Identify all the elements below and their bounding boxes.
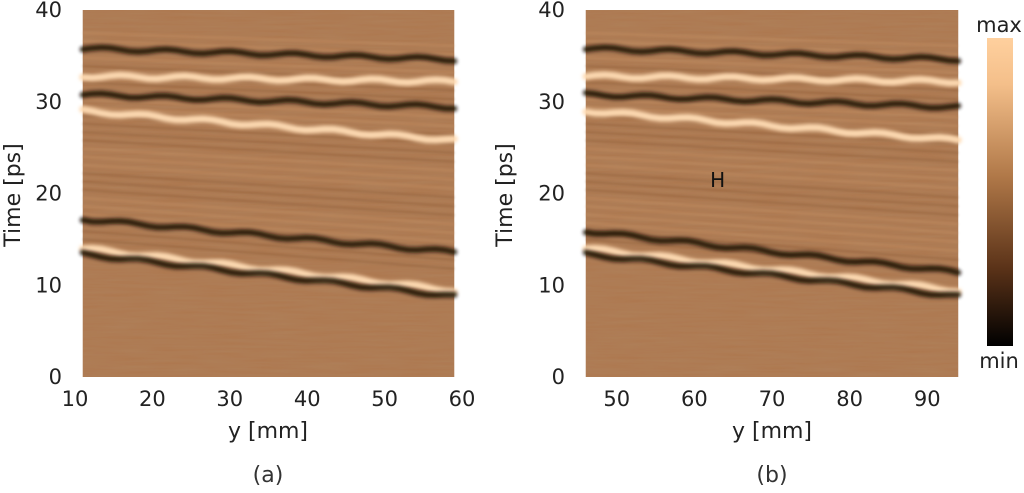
striation	[82, 32, 455, 47]
striation	[585, 197, 959, 225]
annotation-label: H	[710, 168, 725, 192]
x-tick-label: 50	[371, 387, 398, 411]
y-tick-label: 10	[538, 273, 565, 297]
y-tick-label: 40	[538, 0, 565, 22]
striation	[585, 156, 959, 181]
y-tick-label: 0	[552, 365, 565, 389]
bright-band	[582, 244, 962, 296]
x-tick-label: 90	[914, 387, 941, 411]
x-tick-label: 60	[681, 387, 708, 411]
y-tick-label: 0	[49, 365, 62, 389]
striation	[585, 139, 959, 163]
y-tick-label: 20	[538, 182, 565, 206]
striation	[585, 205, 959, 234]
striation	[585, 81, 959, 100]
y-tick-label: 30	[538, 90, 565, 114]
striation	[585, 98, 959, 118]
striation	[82, 123, 455, 145]
x-tick-label: 40	[294, 387, 321, 411]
colorbar-min-label: min	[979, 349, 1019, 373]
dark-band	[79, 90, 458, 112]
striation	[82, 238, 455, 270]
colorbar-gradient	[987, 38, 1013, 346]
striation	[82, 205, 455, 234]
bright-band	[582, 108, 962, 144]
striation	[585, 230, 959, 261]
panel-label-b: (b)	[756, 463, 787, 488]
colorbar-max-label: max	[976, 13, 1022, 37]
dark-band	[582, 249, 962, 299]
striation	[585, 213, 959, 243]
striation	[82, 147, 455, 172]
striation	[585, 222, 959, 252]
x-tick-label: 20	[139, 387, 166, 411]
striation	[82, 213, 455, 243]
dark-band	[79, 217, 458, 255]
striation	[585, 32, 959, 47]
x-axis-label-b: y [mm]	[732, 419, 812, 444]
y-axis-label-b: Time [ps]	[493, 143, 518, 247]
bright-band	[79, 105, 458, 144]
y-ticks-b: 0 10 20 30 40	[538, 0, 565, 389]
bright-band	[582, 71, 962, 87]
y-tick-label: 20	[35, 182, 62, 206]
striation	[82, 57, 455, 74]
striation	[82, 197, 455, 225]
x-ticks-b: 50 60 70 80 90	[603, 387, 940, 411]
striation	[82, 131, 455, 154]
x-tick-label: 30	[216, 387, 243, 411]
striation	[82, 156, 455, 181]
striation	[82, 98, 455, 118]
striation	[82, 164, 455, 190]
dark-band	[582, 89, 962, 111]
striation	[585, 164, 959, 190]
colorbar: max min	[976, 13, 1022, 373]
bright-band	[79, 71, 458, 87]
panel-label-a: (a)	[253, 463, 284, 488]
striation	[585, 147, 959, 172]
bright-band	[79, 244, 458, 296]
x-tick-label: 60	[449, 387, 476, 411]
x-tick-label: 80	[836, 387, 863, 411]
y-tick-label: 30	[35, 90, 62, 114]
y-tick-label: 40	[35, 0, 62, 22]
striation	[585, 123, 959, 145]
striation	[82, 106, 455, 127]
striation	[82, 81, 455, 100]
striation	[585, 40, 959, 56]
striation	[585, 57, 959, 74]
striation	[585, 172, 959, 199]
striation	[82, 139, 455, 163]
x-axis-label-a: y [mm]	[228, 419, 308, 444]
dark-band	[582, 44, 962, 65]
striation	[585, 106, 959, 127]
x-tick-label: 10	[62, 387, 89, 411]
striation	[82, 189, 455, 216]
x-ticks-a: 10 20 30 40 50 60	[62, 387, 476, 411]
heatmap-a	[79, 10, 458, 377]
dark-band	[79, 44, 458, 65]
y-ticks-a: 0 10 20 30 40	[35, 0, 62, 389]
y-axis-label-a: Time [ps]	[1, 143, 26, 247]
striation	[585, 189, 959, 216]
striation	[82, 230, 455, 261]
dark-band	[79, 249, 458, 299]
striation	[82, 40, 455, 56]
striation	[585, 180, 959, 208]
x-tick-label: 50	[603, 387, 630, 411]
x-tick-label: 70	[759, 387, 786, 411]
striation	[82, 180, 455, 208]
dark-band	[582, 229, 962, 276]
y-tick-label: 10	[35, 273, 62, 297]
striation	[82, 172, 455, 199]
heatmap-b: H	[582, 10, 962, 377]
striation	[585, 131, 959, 154]
